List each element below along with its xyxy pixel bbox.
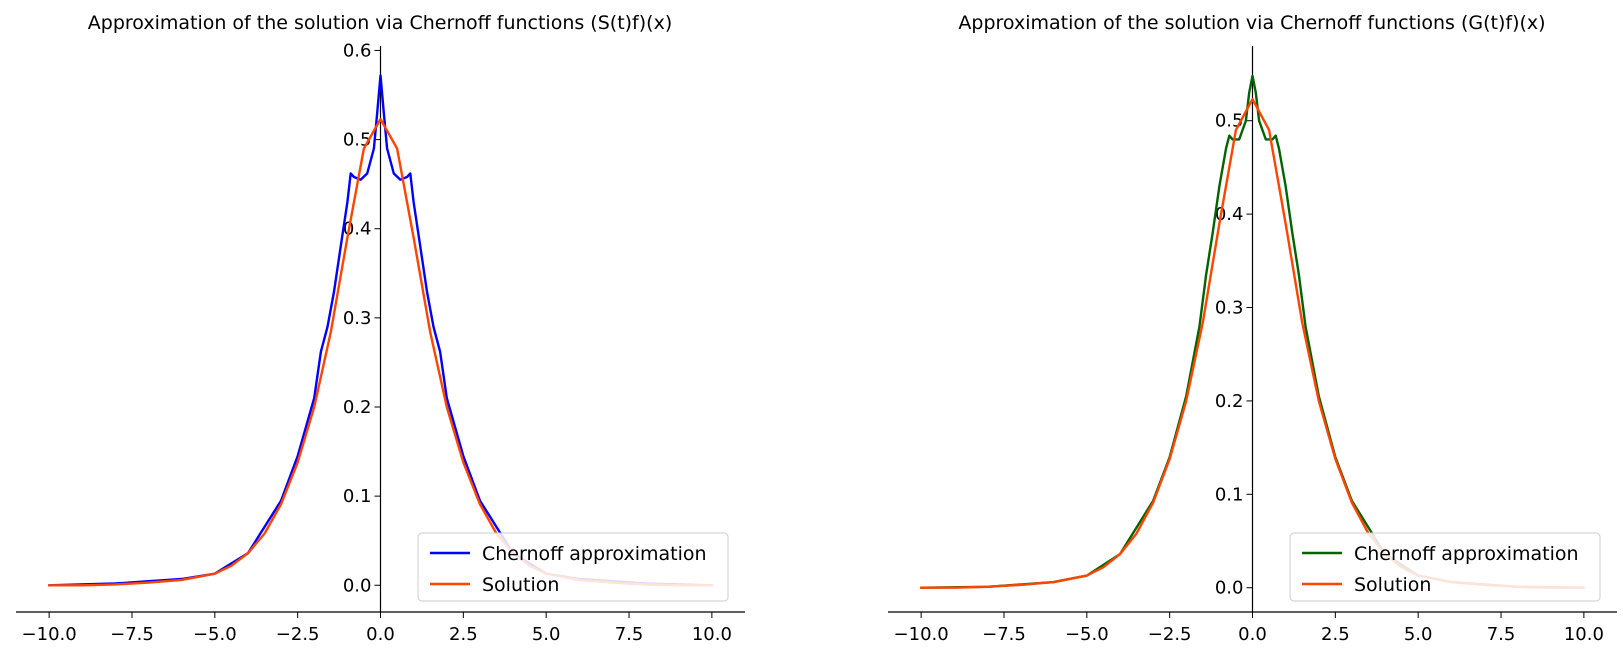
x-tick-label: −7.5 <box>982 624 1026 645</box>
y-tick-label: 0.3 <box>343 308 372 329</box>
y-tick-label: 0.5 <box>343 130 372 151</box>
x-tick-label: 0.0 <box>1238 624 1267 645</box>
legend-label: Chernoff approximation <box>1354 543 1579 565</box>
x-tick-label: 5.0 <box>1404 624 1433 645</box>
x-tick-label: 2.5 <box>449 624 478 645</box>
y-tick-label: 0.2 <box>343 397 372 418</box>
y-tick-label: 0.1 <box>1215 484 1244 505</box>
legend-box <box>417 532 729 602</box>
chart-panel-left: Approximation of the solution via Cherno… <box>16 12 745 645</box>
x-tick-label: 10.0 <box>692 624 732 645</box>
y-tick-label: 0.6 <box>343 40 372 61</box>
chart-title: Approximation of the solution via Cherno… <box>88 12 672 34</box>
chart-panel-right: Approximation of the solution via Cherno… <box>888 12 1617 645</box>
y-tick-label: 0.1 <box>343 486 372 507</box>
legend-box <box>1289 532 1601 602</box>
y-tick-label: 0.0 <box>1215 578 1244 599</box>
y-tick-label: 0.0 <box>343 575 372 596</box>
x-tick-label: 7.5 <box>615 624 644 645</box>
chart-title: Approximation of the solution via Cherno… <box>958 12 1545 34</box>
x-tick-label: 10.0 <box>1564 624 1604 645</box>
x-tick-label: −10.0 <box>894 624 949 645</box>
legend: Chernoff approximation Solution <box>1289 532 1601 602</box>
y-tick-label: 0.3 <box>1215 298 1244 319</box>
legend: Chernoff approximation Solution <box>417 532 729 602</box>
x-tick-label: 2.5 <box>1321 624 1350 645</box>
y-tick-label: 0.5 <box>1215 111 1244 132</box>
legend-label: Solution <box>482 574 559 596</box>
x-tick-label: 0.0 <box>366 624 395 645</box>
x-tick-label: −5.0 <box>193 624 237 645</box>
legend-label: Chernoff approximation <box>482 543 707 565</box>
x-tick-label: −7.5 <box>110 624 154 645</box>
x-tick-label: −2.5 <box>276 624 320 645</box>
x-tick-label: 5.0 <box>532 624 561 645</box>
x-tick-label: −5.0 <box>1065 624 1109 645</box>
x-tick-label: 7.5 <box>1487 624 1516 645</box>
x-tick-label: −2.5 <box>1148 624 1192 645</box>
x-tick-label: −10.0 <box>22 624 77 645</box>
series-line-chernoff-approximation <box>47 74 714 587</box>
y-tick-label: 0.2 <box>1215 391 1244 412</box>
legend-label: Solution <box>1354 574 1431 596</box>
